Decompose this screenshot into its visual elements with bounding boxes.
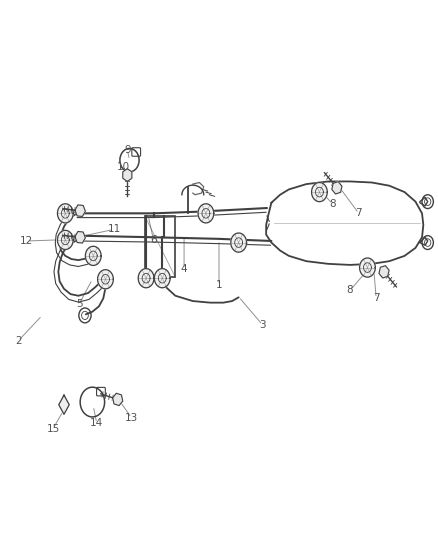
Polygon shape — [59, 395, 69, 414]
Text: 1: 1 — [215, 280, 223, 290]
Polygon shape — [123, 168, 132, 181]
Polygon shape — [154, 269, 170, 288]
Polygon shape — [198, 204, 214, 223]
Polygon shape — [231, 233, 247, 252]
Text: 3: 3 — [259, 320, 266, 330]
Text: 14: 14 — [90, 418, 103, 429]
Text: 10: 10 — [117, 161, 130, 172]
Polygon shape — [75, 231, 85, 243]
Polygon shape — [98, 270, 113, 289]
Polygon shape — [57, 230, 73, 249]
Text: 7: 7 — [373, 293, 379, 303]
Text: 5: 5 — [76, 298, 83, 309]
Polygon shape — [57, 204, 73, 223]
Text: 12: 12 — [20, 236, 34, 246]
Text: 6: 6 — [150, 235, 157, 245]
Text: 2: 2 — [15, 336, 21, 346]
Polygon shape — [311, 182, 327, 201]
Text: 13: 13 — [125, 413, 138, 423]
Text: 8: 8 — [346, 286, 353, 295]
Text: 4: 4 — [181, 264, 187, 274]
Text: 11: 11 — [108, 224, 121, 235]
Polygon shape — [360, 258, 375, 277]
Polygon shape — [113, 393, 123, 406]
Polygon shape — [85, 246, 101, 265]
Polygon shape — [332, 182, 342, 194]
Text: 9: 9 — [124, 144, 131, 155]
Text: 8: 8 — [329, 199, 336, 209]
Bar — [145, 216, 175, 277]
Text: 15: 15 — [46, 424, 60, 434]
Polygon shape — [379, 265, 389, 278]
Polygon shape — [75, 205, 85, 216]
Text: 7: 7 — [355, 208, 362, 219]
Polygon shape — [138, 269, 154, 288]
